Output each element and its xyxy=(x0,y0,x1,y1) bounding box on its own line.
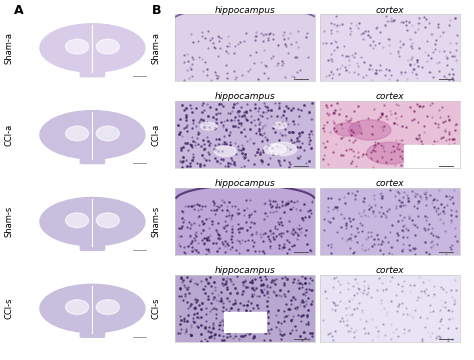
Bar xyxy=(224,312,266,332)
Ellipse shape xyxy=(96,39,119,54)
Ellipse shape xyxy=(65,39,89,54)
Text: CCl-s: CCl-s xyxy=(152,298,161,319)
Circle shape xyxy=(273,122,287,129)
Text: cortex: cortex xyxy=(375,266,404,275)
Text: Sham-s: Sham-s xyxy=(5,206,14,237)
Ellipse shape xyxy=(96,126,119,141)
Ellipse shape xyxy=(96,300,119,315)
Text: hippocampus: hippocampus xyxy=(215,179,276,188)
Circle shape xyxy=(348,120,391,140)
Ellipse shape xyxy=(65,126,89,141)
Text: hippocampus: hippocampus xyxy=(215,266,276,275)
Circle shape xyxy=(269,142,297,156)
Text: A: A xyxy=(14,4,24,17)
FancyBboxPatch shape xyxy=(80,235,105,251)
Text: B: B xyxy=(152,4,161,17)
Text: hippocampus: hippocampus xyxy=(215,93,276,102)
Circle shape xyxy=(366,142,412,164)
Ellipse shape xyxy=(40,198,145,246)
Circle shape xyxy=(264,144,286,154)
Text: CCl-s: CCl-s xyxy=(5,298,14,319)
Text: Sham-a: Sham-a xyxy=(152,32,161,64)
FancyBboxPatch shape xyxy=(80,322,105,338)
Text: Sham-a: Sham-a xyxy=(5,32,14,64)
Text: hippocampus: hippocampus xyxy=(215,5,276,14)
Circle shape xyxy=(334,123,362,136)
Ellipse shape xyxy=(40,24,145,72)
Text: cortex: cortex xyxy=(375,93,404,102)
Text: CCl-a: CCl-a xyxy=(5,123,14,146)
Text: Sham-s: Sham-s xyxy=(152,206,161,237)
Bar xyxy=(404,145,460,168)
Text: cortex: cortex xyxy=(375,179,404,188)
Circle shape xyxy=(201,122,217,130)
Text: cortex: cortex xyxy=(375,5,404,14)
Ellipse shape xyxy=(65,213,89,228)
Ellipse shape xyxy=(40,111,145,159)
Ellipse shape xyxy=(65,300,89,315)
FancyBboxPatch shape xyxy=(80,61,105,77)
Ellipse shape xyxy=(40,284,145,333)
FancyBboxPatch shape xyxy=(80,148,105,164)
Text: CCl-a: CCl-a xyxy=(152,123,161,146)
Ellipse shape xyxy=(96,213,119,228)
Circle shape xyxy=(214,146,236,157)
